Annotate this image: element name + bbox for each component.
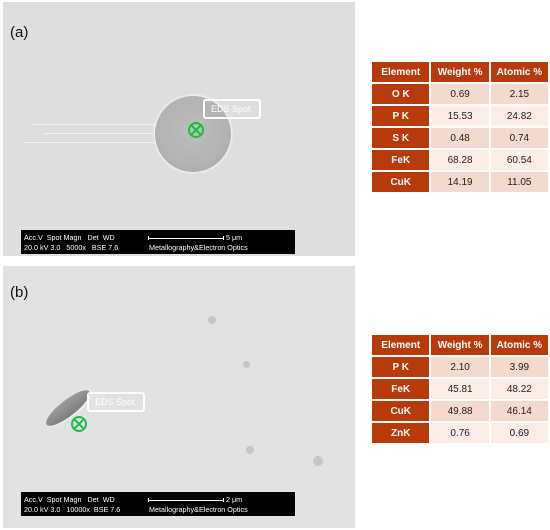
atomic-cell: 0.69 [490, 423, 548, 443]
table-row: O K 0.69 2.15 [372, 84, 548, 104]
scale-bar-label: 2 μm [226, 495, 243, 504]
table-row: FeK 68.28 60.54 [372, 150, 548, 170]
atomic-cell: 3.99 [490, 357, 548, 377]
table-row: CuK 14.19 11.05 [372, 172, 548, 192]
sem-image-a: EDS Spot Acc.V Spot Magn Det WD 20.0 kV … [3, 2, 355, 256]
column-header: Element [372, 335, 430, 355]
atomic-cell: 24.82 [490, 106, 548, 126]
weight-cell: 0.76 [431, 423, 489, 443]
sem-image-b: EDS Spot Acc.V Spot Magn Det WD 20.0 kV … [3, 266, 355, 528]
atomic-cell: 60.54 [490, 150, 548, 170]
element-cell: O K [372, 84, 430, 104]
atomic-cell: 11.05 [490, 172, 548, 192]
atomic-cell: 48.22 [490, 379, 548, 399]
weight-cell: 49.88 [431, 401, 489, 421]
table-row: P K 2.10 3.99 [372, 357, 548, 377]
element-cell: ZnK [372, 423, 430, 443]
element-cell: CuK [372, 401, 430, 421]
table-row: P K 15.53 24.82 [372, 106, 548, 126]
scale-bar [148, 498, 224, 502]
column-header: Atomic % [490, 62, 548, 82]
lab-name: Metallography&Electron Optics [149, 243, 248, 252]
eds-crosshair-icon [71, 416, 87, 432]
sem-databar: Acc.V Spot Magn Det WD 20.0 kV 3.0 5000x… [21, 230, 295, 254]
weight-cell: 0.48 [431, 128, 489, 148]
scale-bar [148, 236, 224, 240]
weight-cell: 14.19 [431, 172, 489, 192]
lab-name: Metallography&Electron Optics [149, 505, 248, 514]
element-cell: FeK [372, 379, 430, 399]
databar-values: 20.0 kV 3.0 5000x BSE 7.6 [24, 243, 119, 252]
table-row: CuK 49.88 46.14 [372, 401, 548, 421]
weight-cell: 45.81 [431, 379, 489, 399]
scale-bar-label: 5 μm [226, 233, 243, 242]
eds-spot-label: EDS Spot [87, 392, 145, 412]
eds-crosshair-icon [188, 122, 204, 138]
element-cell: P K [372, 357, 430, 377]
particle-dot [208, 316, 216, 324]
atomic-cell: 0.74 [490, 128, 548, 148]
column-header: Atomic % [490, 335, 548, 355]
databar-header: Acc.V Spot Magn Det WD [24, 495, 115, 504]
eds-spot-label: EDS Spot [203, 99, 261, 119]
scan-streak [33, 124, 163, 125]
element-cell: P K [372, 106, 430, 126]
databar-header: Acc.V Spot Magn Det WD [24, 233, 115, 242]
eds-table-b: Element Weight % Atomic % P K 2.10 3.99 … [370, 333, 550, 445]
table-row: ZnK 0.76 0.69 [372, 423, 548, 443]
scan-streak [43, 133, 153, 134]
atomic-cell: 46.14 [490, 401, 548, 421]
weight-cell: 15.53 [431, 106, 489, 126]
element-cell: CuK [372, 172, 430, 192]
column-header: Weight % [431, 335, 489, 355]
weight-cell: 2.10 [431, 357, 489, 377]
weight-cell: 0.69 [431, 84, 489, 104]
table-header-row: Element Weight % Atomic % [372, 62, 548, 82]
element-cell: FeK [372, 150, 430, 170]
eds-table-a: Element Weight % Atomic % O K 0.69 2.15 … [370, 60, 550, 194]
table-header-row: Element Weight % Atomic % [372, 335, 548, 355]
scan-streak [23, 142, 163, 143]
table-row: FeK 45.81 48.22 [372, 379, 548, 399]
databar-values: 20.0 kV 3.0 10000x BSE 7.6 [24, 505, 121, 514]
particle-dot [313, 456, 323, 466]
atomic-cell: 2.15 [490, 84, 548, 104]
table-row: S K 0.48 0.74 [372, 128, 548, 148]
column-header: Element [372, 62, 430, 82]
column-header: Weight % [431, 62, 489, 82]
particle-dot [246, 446, 254, 454]
weight-cell: 68.28 [431, 150, 489, 170]
element-cell: S K [372, 128, 430, 148]
panel-label-b: (b) [10, 284, 29, 301]
sem-databar: Acc.V Spot Magn Det WD 20.0 kV 3.0 10000… [21, 492, 295, 516]
particle-dot [243, 361, 250, 368]
panel-label-a: (a) [10, 24, 29, 41]
